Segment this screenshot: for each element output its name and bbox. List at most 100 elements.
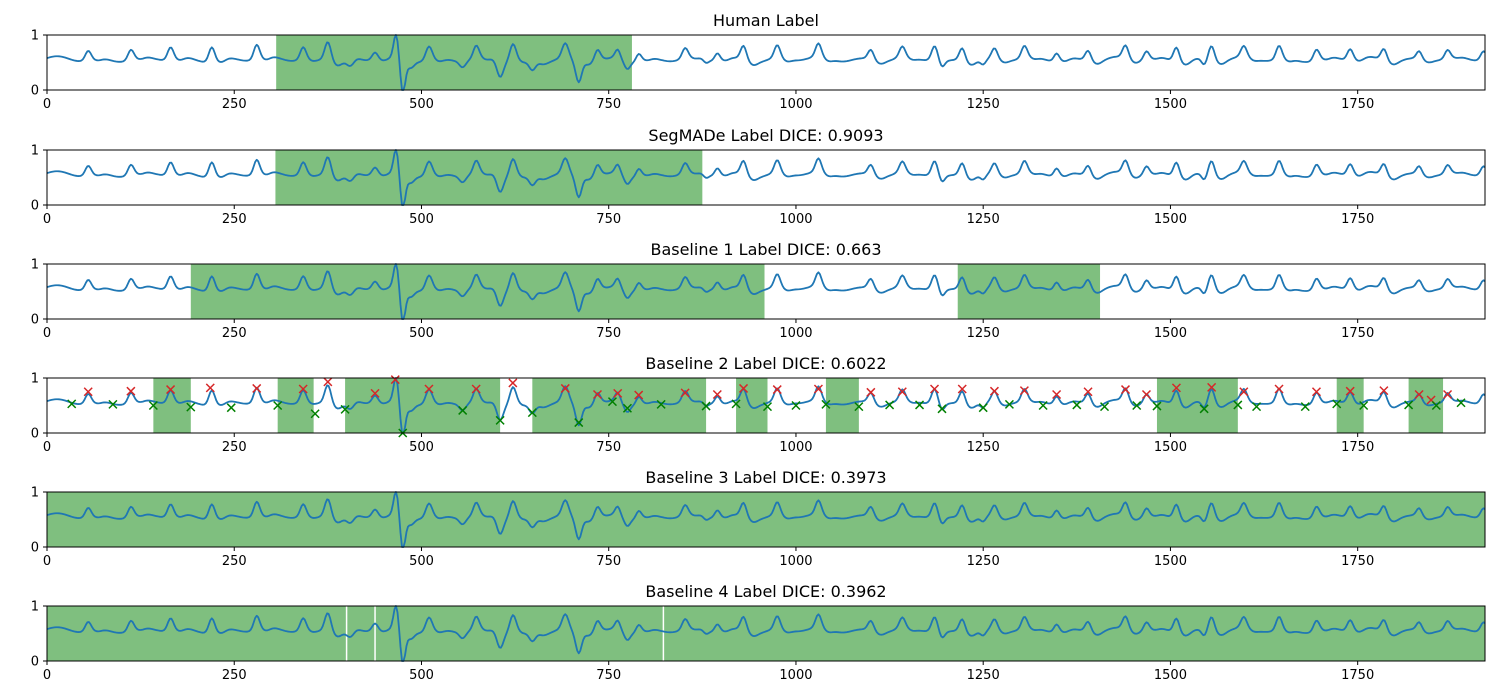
trough-marker	[1004, 399, 1014, 409]
label-span	[275, 150, 703, 205]
peak-marker	[166, 385, 176, 395]
subplot-1: Human Label 0 250 500 750 1000 1250 1500 1750 0 1	[31, 11, 1486, 112]
x-tick-label: 250	[222, 554, 247, 569]
trough-marker	[622, 403, 632, 413]
x-tick-label: 750	[596, 326, 621, 341]
signal-line	[46, 149, 1486, 206]
trough-marker	[1132, 400, 1142, 411]
x-tick-label: 1750	[1341, 212, 1374, 227]
subplot-title: Baseline 2 Label DICE: 0.6022	[645, 354, 886, 373]
peak-marker	[1274, 384, 1284, 394]
peak-marker	[1019, 386, 1029, 396]
label-span	[277, 378, 314, 433]
peak-marker	[323, 377, 333, 387]
y-tick-label: 0	[31, 541, 39, 556]
x-tick-label: 1500	[1154, 554, 1187, 569]
peak-marker	[957, 384, 967, 394]
x-tick-label: 0	[43, 554, 51, 569]
peak-marker	[126, 386, 136, 396]
trough-marker	[1359, 400, 1369, 411]
peak-marker	[370, 388, 380, 398]
x-tick-label: 500	[409, 668, 434, 683]
trough-marker	[607, 397, 617, 407]
peak-marker	[471, 384, 481, 394]
peak-marker	[1239, 387, 1249, 397]
x-tick-label: 1000	[779, 212, 812, 227]
trough-marker	[310, 409, 320, 419]
y-tick-label: 0	[31, 313, 39, 328]
peak-marker	[508, 378, 518, 388]
x-tick-label: 250	[222, 440, 247, 455]
peak-marker	[680, 388, 690, 398]
trough-marker	[108, 399, 118, 409]
trough-marker	[226, 403, 236, 413]
x-tick-label: 500	[409, 326, 434, 341]
x-tick-label: 1750	[1341, 440, 1374, 455]
trough-marker	[574, 418, 584, 428]
trough-marker	[762, 402, 773, 412]
peak-marker	[1443, 389, 1453, 400]
x-tick-label: 1500	[1154, 440, 1187, 455]
peak-marker	[83, 387, 93, 397]
x-tick-label: 1000	[779, 668, 812, 683]
peak-marker	[1083, 387, 1093, 397]
peak-marker	[813, 384, 823, 394]
trough-marker	[978, 403, 988, 413]
peak-marker	[1171, 383, 1181, 393]
trough-marker	[148, 400, 158, 411]
x-tick-label: 250	[222, 97, 247, 112]
trough-marker	[1431, 400, 1441, 411]
x-tick-label: 1000	[779, 440, 812, 455]
x-tick-label: 1250	[967, 97, 1000, 112]
trough-marker	[821, 399, 831, 409]
trough-marker	[1038, 400, 1048, 411]
trough-marker	[791, 400, 801, 411]
x-tick-label: 1250	[967, 326, 1000, 341]
trough-marker	[854, 402, 864, 412]
y-tick-label: 1	[31, 144, 39, 159]
x-tick-label: 1250	[967, 668, 1000, 683]
trough-marker	[701, 401, 711, 411]
peak-marker	[205, 383, 215, 393]
subplot-title: Human Label	[713, 11, 819, 30]
x-tick-label: 0	[43, 212, 51, 227]
x-tick-label: 1500	[1154, 668, 1187, 683]
x-tick-label: 250	[222, 212, 247, 227]
y-tick-label: 1	[31, 258, 39, 273]
y-tick-label: 1	[31, 372, 39, 387]
axes-frame	[46, 263, 1486, 320]
peak-marker	[560, 383, 570, 393]
trough-marker	[1404, 400, 1414, 410]
x-tick-label: 1750	[1341, 97, 1374, 112]
y-tick-label: 1	[31, 29, 39, 44]
x-tick-label: 500	[409, 554, 434, 569]
peak-marker	[1207, 382, 1217, 392]
x-tick-label: 250	[222, 668, 247, 683]
y-tick-label: 0	[31, 84, 39, 99]
peak-marker	[1311, 387, 1322, 397]
peak-marker	[1379, 386, 1389, 396]
trough-marker	[273, 400, 283, 411]
label-span	[825, 378, 859, 433]
x-tick-label: 500	[409, 440, 434, 455]
label-span	[532, 378, 707, 433]
peak-marker	[1120, 385, 1131, 395]
x-tick-label: 250	[222, 326, 247, 341]
axes-frame	[46, 377, 1486, 434]
trough-marker	[340, 404, 350, 414]
label-span	[375, 606, 663, 661]
subplot-title: Baseline 1 Label DICE: 0.663	[650, 240, 881, 259]
trough-marker	[458, 405, 468, 415]
x-tick-label: 1000	[779, 554, 812, 569]
peak-marker	[712, 389, 722, 400]
peak-marker	[252, 383, 262, 393]
label-span	[664, 606, 1485, 661]
x-tick-label: 750	[596, 212, 621, 227]
label-span	[153, 378, 191, 433]
subplot-2: SegMADe Label DICE: 0.9093 0 250 500 750 1000…	[31, 126, 1486, 227]
subplot-title: Baseline 4 Label DICE: 0.3962	[645, 582, 886, 601]
label-span	[47, 606, 346, 661]
trough-marker	[1099, 402, 1110, 412]
peak-marker	[592, 389, 603, 400]
